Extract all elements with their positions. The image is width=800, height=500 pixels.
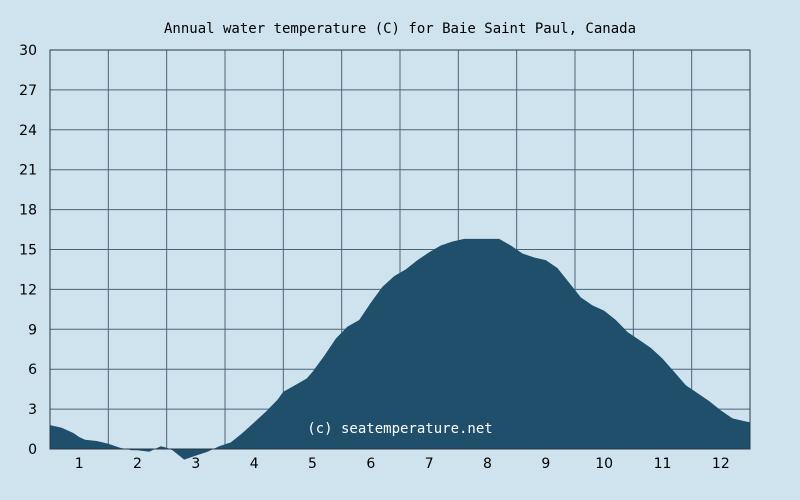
y-axis-ticks: 0 3 6 9 12 15 18 21 24 27 30 bbox=[19, 43, 37, 458]
y-tick-label: 6 bbox=[28, 362, 37, 378]
x-tick-label: 2 bbox=[133, 456, 142, 472]
x-tick-label: 6 bbox=[366, 456, 375, 472]
x-tick-label: 10 bbox=[595, 456, 613, 472]
x-tick-label: 1 bbox=[75, 456, 84, 472]
x-tick-label: 3 bbox=[191, 456, 200, 472]
y-tick-label: 3 bbox=[28, 402, 37, 418]
y-tick-label: 21 bbox=[19, 163, 37, 179]
y-tick-label: 24 bbox=[19, 123, 37, 139]
y-tick-label: 30 bbox=[19, 43, 37, 59]
x-tick-label: 11 bbox=[654, 456, 672, 472]
x-tick-label: 4 bbox=[250, 456, 259, 472]
x-axis-ticks: 1 2 3 4 5 6 7 8 9 10 11 12 bbox=[75, 456, 730, 472]
y-tick-label: 12 bbox=[19, 282, 37, 298]
x-tick-label: 9 bbox=[541, 456, 550, 472]
x-tick-label: 5 bbox=[308, 456, 317, 472]
y-tick-label: 27 bbox=[19, 83, 37, 99]
x-tick-label: 12 bbox=[712, 456, 730, 472]
credit-label: (c) seatemperature.net bbox=[307, 421, 492, 437]
y-tick-label: 9 bbox=[28, 322, 37, 338]
y-tick-label: 15 bbox=[19, 243, 37, 259]
y-tick-label: 18 bbox=[19, 203, 37, 219]
y-tick-label: 0 bbox=[28, 442, 37, 458]
chart-title: Annual water temperature (C) for Baie Sa… bbox=[164, 21, 636, 37]
x-tick-label: 8 bbox=[483, 456, 492, 472]
x-tick-label: 7 bbox=[425, 456, 434, 472]
temperature-area bbox=[50, 238, 750, 460]
plot-frame bbox=[49, 49, 751, 450]
